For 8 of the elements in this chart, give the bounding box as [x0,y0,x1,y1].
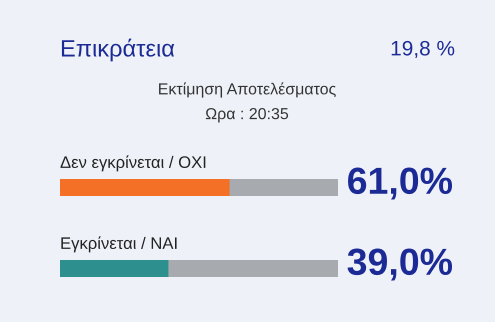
chart-subtitle: Εκτίμηση Αποτελέσματος [159,82,336,98]
y-tick-label: Εγκρίνεται / ΝΑΙ [61,236,177,252]
text: 19,8 % [392,40,454,58]
chart-title: Επικράτεια [62,38,174,62]
data-label: 61,0% [348,168,452,200]
y-tick-label: Δεν εγκρίνεται / ΟΧΙ [60,155,206,172]
text: Ωρα : 20:35 [206,108,288,122]
data-label: 39,0% [348,248,452,281]
